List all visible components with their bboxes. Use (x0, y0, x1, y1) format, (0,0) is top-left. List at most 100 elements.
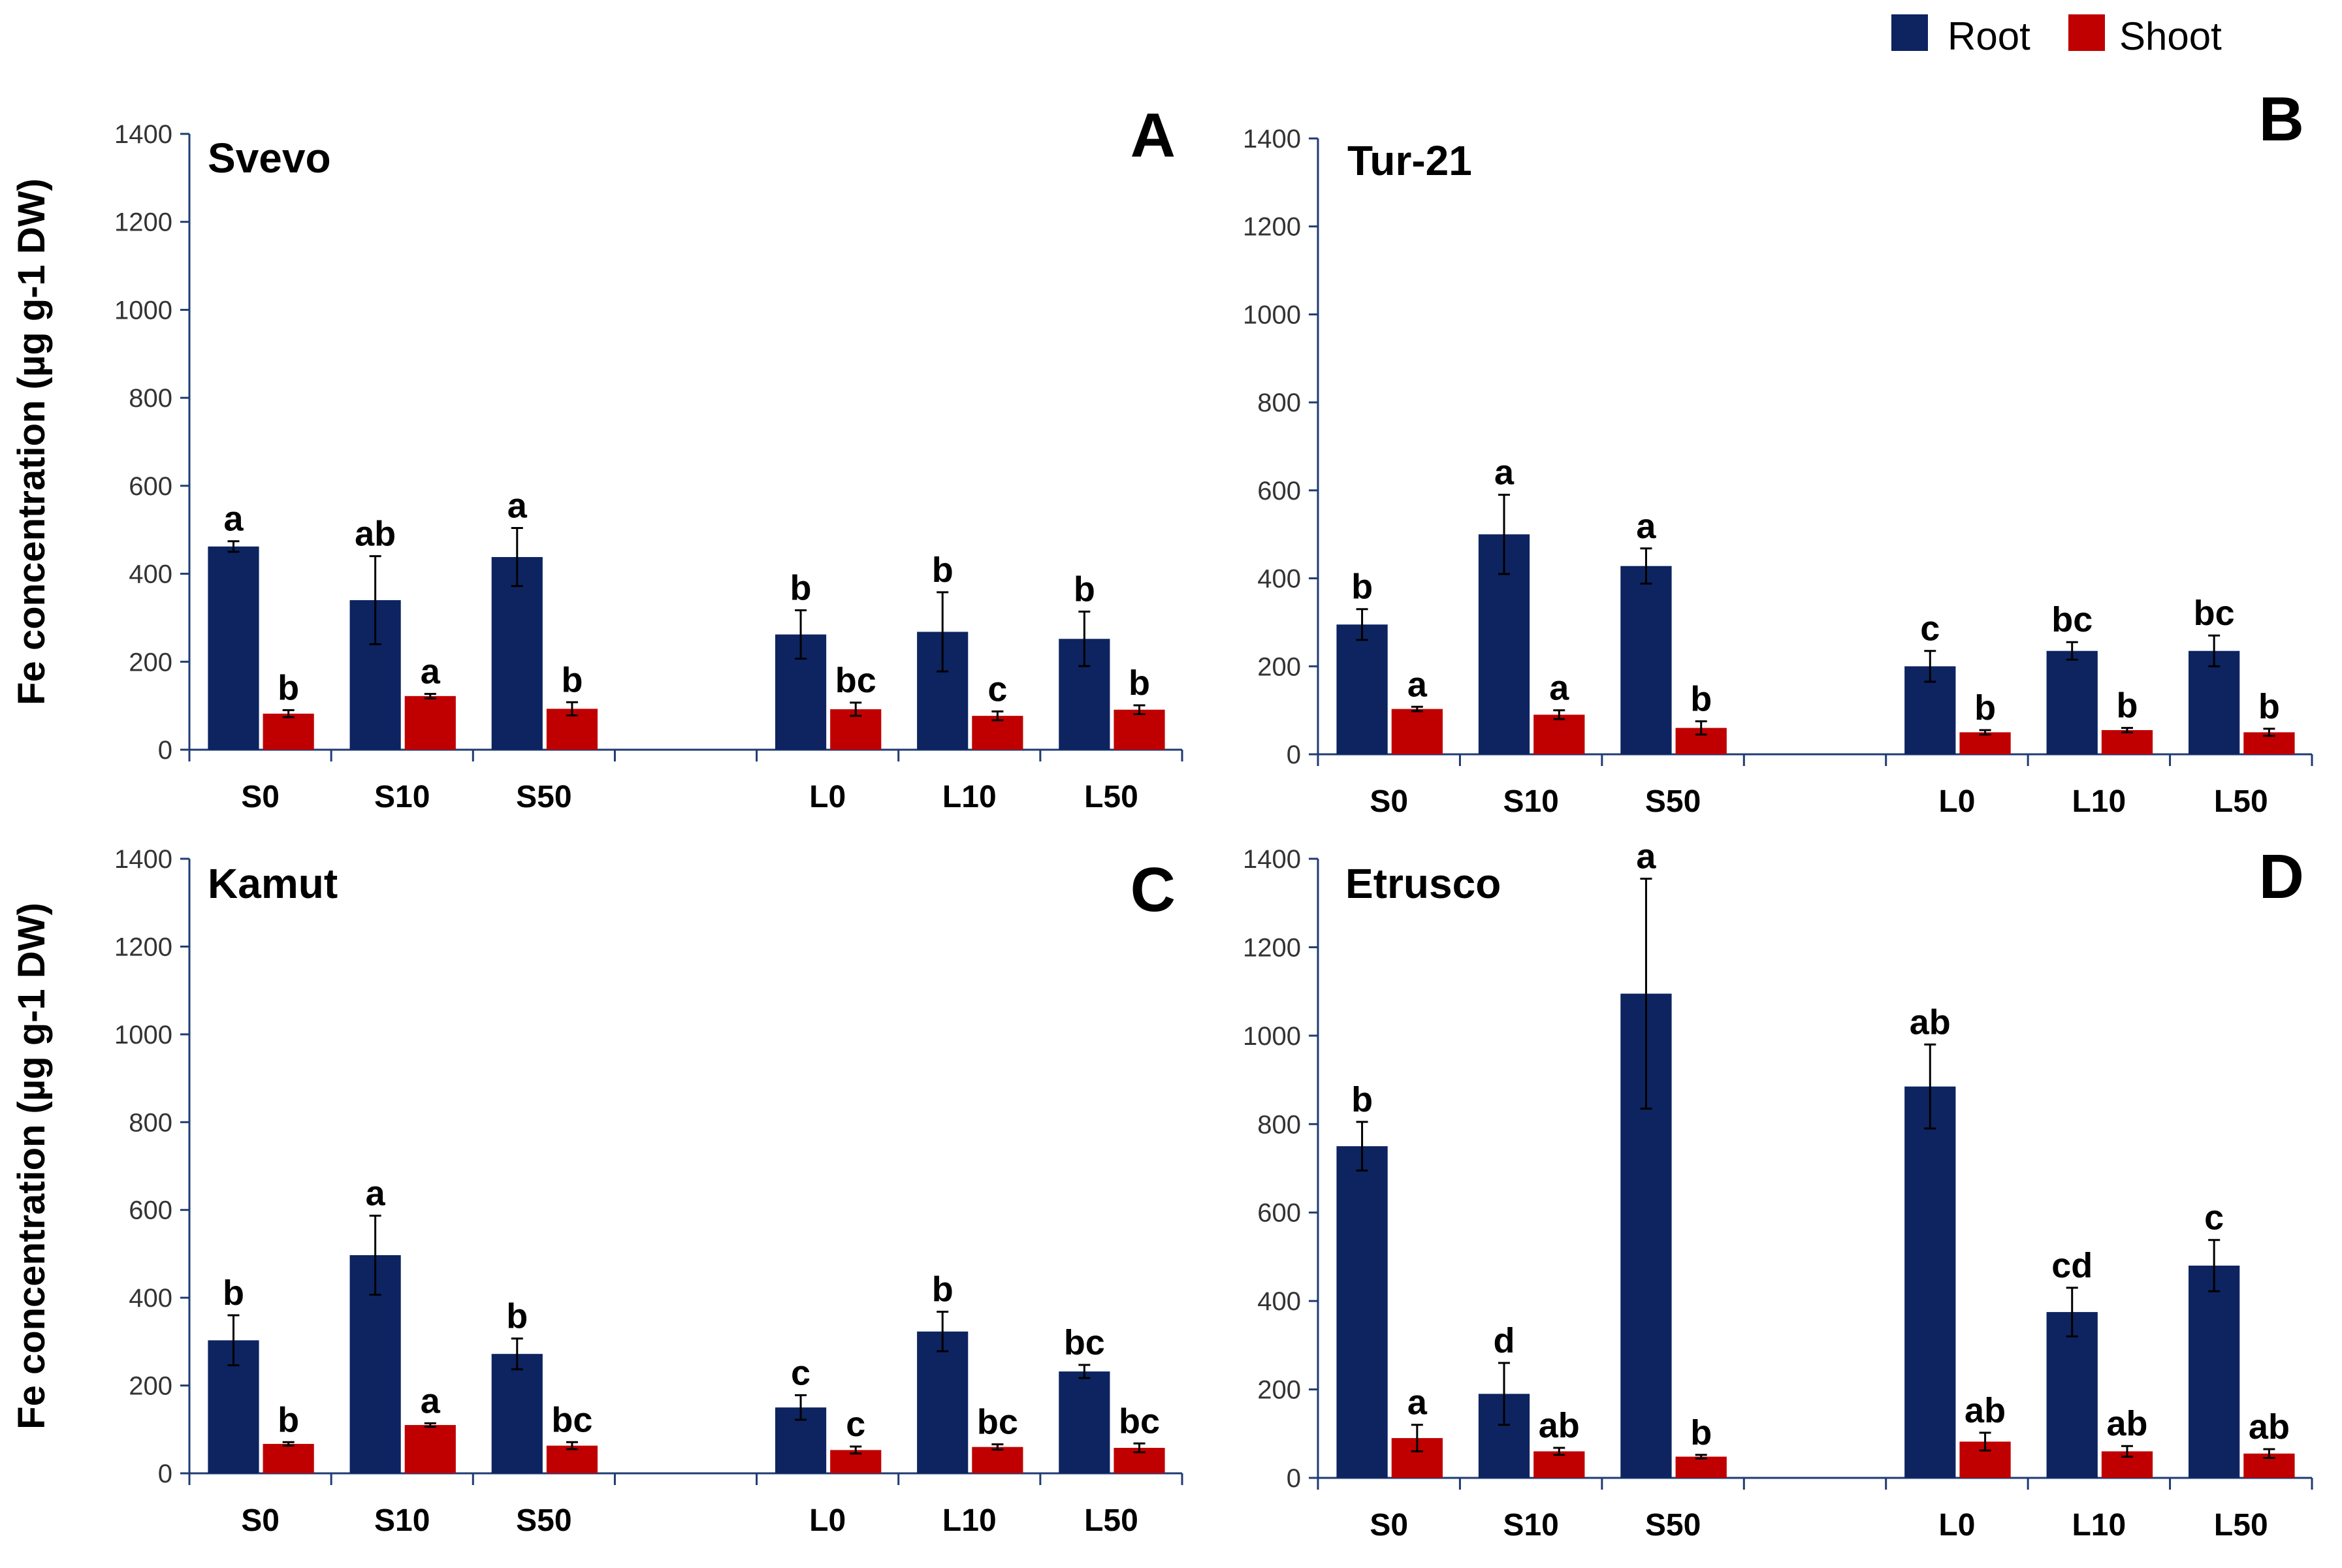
significance-letter: bc (1119, 1401, 1160, 1441)
category-group-s10: aa (349, 1174, 456, 1473)
significance-letter: b (2258, 687, 2280, 726)
significance-letter: c (987, 669, 1007, 709)
category-group-l50: c ab (2189, 1198, 2295, 1478)
significance-letter: ab (2249, 1407, 2290, 1447)
panel-b: 0200400600800100012001400baS0aaS10abS50c… (1243, 84, 2313, 819)
significance-letter: a (223, 500, 244, 539)
category-group-l0: ab ab (1904, 1002, 2011, 1478)
significance-letter: c (791, 1353, 810, 1392)
y-tick-label: 600 (129, 1196, 172, 1225)
significance-letter: b (561, 660, 583, 699)
significance-letter: a (1407, 665, 1428, 704)
significance-letter: b (1129, 664, 1150, 703)
x-category-label: S10 (374, 780, 430, 814)
y-tick-label: 600 (1257, 1199, 1301, 1228)
significance-letter: b (223, 1273, 244, 1313)
significance-letter: bc (1064, 1323, 1105, 1362)
x-category-label: L50 (2214, 1508, 2268, 1543)
category-group-s50: ab (1620, 507, 1727, 754)
category-group-l10: cd ab (2046, 1246, 2153, 1478)
significance-letter: b (506, 1297, 528, 1336)
significance-letter: ab (355, 515, 396, 554)
legend-swatch-root (1891, 14, 1928, 51)
significance-letter: bc (977, 1403, 1018, 1442)
significance-letter: b (932, 1270, 954, 1309)
significance-letter: b (1351, 568, 1373, 607)
category-group-l50: bb (1059, 569, 1165, 750)
y-tick-label: 400 (129, 1284, 172, 1313)
significance-letter: ab (1965, 1391, 2006, 1430)
x-category-label: S0 (1370, 784, 1408, 819)
shoot-bar-l10 (2101, 729, 2153, 754)
category-group-l0: cb (1904, 609, 2011, 754)
y-tick-label: 1200 (114, 208, 172, 237)
root-bar-l10 (2046, 650, 2098, 754)
significance-letter: ab (1539, 1406, 1580, 1445)
root-bar-s0 (1336, 624, 1388, 754)
shoot-bar-l0 (1959, 732, 2011, 754)
y-tick-label: 0 (158, 736, 172, 765)
legend-label-shoot: Shoot (2119, 14, 2222, 58)
x-category-label: L10 (2072, 784, 2126, 819)
shoot-bar-l10 (972, 716, 1023, 750)
x-category-label: S50 (516, 1503, 571, 1538)
significance-letter: ab (1910, 1002, 1951, 1042)
significance-letter: a (421, 1381, 441, 1420)
shoot-bar-s50 (546, 1445, 598, 1473)
root-bar-s50 (491, 556, 543, 750)
panel-title: Kamut (208, 860, 338, 907)
category-group-s50: ab (1620, 837, 1727, 1478)
panel-a: 0200400600800100012001400abS0abaS10abS50… (10, 101, 1183, 814)
legend: Root Shoot (1891, 14, 2222, 58)
x-category-label: S10 (374, 1503, 430, 1538)
x-category-label: L10 (942, 1503, 997, 1538)
y-tick-label: 1200 (114, 933, 172, 961)
root-bar-l0 (1904, 1086, 1956, 1478)
category-group-s10: aa (1478, 453, 1585, 754)
y-tick-label: 0 (1287, 1464, 1301, 1493)
y-tick-label: 1200 (1243, 933, 1301, 962)
y-tick-label: 200 (1257, 1376, 1301, 1405)
x-category-label: L50 (2214, 784, 2268, 819)
shoot-bar-s0 (263, 1443, 314, 1473)
panel-letter: A (1131, 101, 1176, 170)
y-tick-label: 200 (129, 648, 172, 677)
root-bar-l50 (2189, 650, 2240, 754)
root-bar-s50 (1620, 566, 1672, 754)
shoot-bar-s10 (1533, 714, 1585, 754)
significance-letter: ab (2106, 1404, 2147, 1443)
category-group-l10: bc (917, 551, 1023, 750)
category-group-s0: ba (1336, 568, 1443, 754)
shoot-bar-l10 (972, 1447, 1023, 1473)
x-category-label: S0 (1370, 1508, 1408, 1543)
y-axis-title: Fe concentration (µg g-1 DW) (10, 903, 53, 1430)
category-group-l0: cc (775, 1353, 882, 1473)
category-group-l10: b bc (917, 1270, 1023, 1473)
significance-letter: a (1407, 1383, 1428, 1422)
significance-letter: b (278, 1400, 299, 1439)
panel-d: 0200400600800100012001400baS0dabS10abS50… (1243, 837, 2313, 1543)
legend-swatch-shoot (2068, 14, 2105, 51)
significance-letter: b (2116, 686, 2138, 726)
y-tick-label: 0 (158, 1460, 172, 1488)
x-category-label: S50 (1645, 784, 1701, 819)
significance-letter: a (366, 1174, 386, 1213)
shoot-bar-s10 (404, 1425, 456, 1473)
panel-letter: D (2259, 842, 2304, 912)
chart-panels: 0200400600800100012001400abS0abaS10abS50… (10, 84, 2313, 1543)
panel-c: 0200400600800100012001400bbS0aaS10bbcS50… (10, 845, 1183, 1538)
significance-letter: a (507, 487, 528, 526)
x-category-label: S50 (516, 780, 571, 814)
y-tick-label: 200 (129, 1372, 172, 1401)
panel-title: Etrusco (1345, 860, 1501, 907)
significance-letter: a (421, 652, 441, 691)
y-tick-label: 1000 (1243, 300, 1301, 329)
y-tick-label: 1000 (114, 296, 172, 325)
y-tick-label: 1000 (114, 1021, 172, 1049)
significance-letter: b (1974, 688, 1996, 728)
y-axis-title: Fe concentration (µg g-1 DW) (10, 178, 53, 705)
root-bar-s0 (208, 546, 259, 750)
x-category-label: L0 (809, 780, 846, 814)
y-tick-label: 1000 (1243, 1022, 1301, 1051)
